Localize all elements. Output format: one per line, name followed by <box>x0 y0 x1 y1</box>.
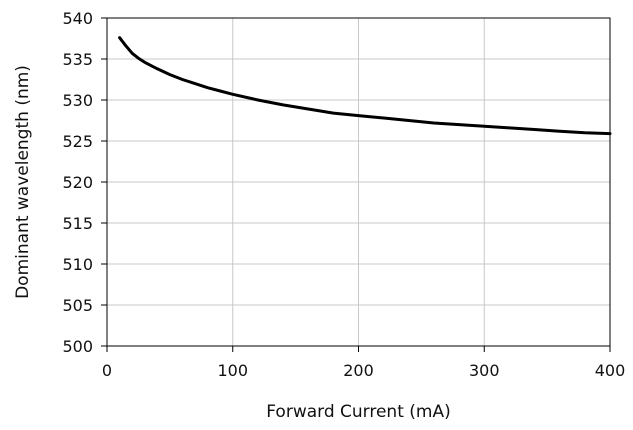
y-tick-label: 530 <box>62 91 93 110</box>
y-axis-tick-labels: 500 505 510 515 520 525 530 535 540 <box>62 9 93 356</box>
x-tick-label: 0 <box>102 361 112 380</box>
plot-area-frame <box>106 17 611 347</box>
y-tick-label: 505 <box>62 296 93 315</box>
x-tick-label: 100 <box>217 361 248 380</box>
x-axis-tick-labels: 0 100 200 300 400 <box>102 361 625 380</box>
series-line-0 <box>118 36 612 136</box>
x-tick-label: 400 <box>595 361 626 380</box>
gridlines <box>107 18 610 346</box>
series-layer <box>118 36 612 136</box>
y-tick-label: 510 <box>62 255 93 274</box>
axis-ticks <box>101 17 611 352</box>
y-tick-label: 525 <box>62 132 93 151</box>
x-axis-title: Forward Current (mA) <box>266 402 450 422</box>
y-tick-label: 515 <box>62 214 93 233</box>
y-tick-label: 520 <box>62 173 93 192</box>
x-tick-label: 300 <box>469 361 500 380</box>
y-tick-label: 535 <box>62 50 93 69</box>
x-tick-label: 200 <box>343 361 374 380</box>
y-tick-label: 500 <box>62 337 93 356</box>
y-axis-title: Dominant wavelength (nm) <box>13 65 33 299</box>
y-tick-label: 540 <box>62 9 93 28</box>
